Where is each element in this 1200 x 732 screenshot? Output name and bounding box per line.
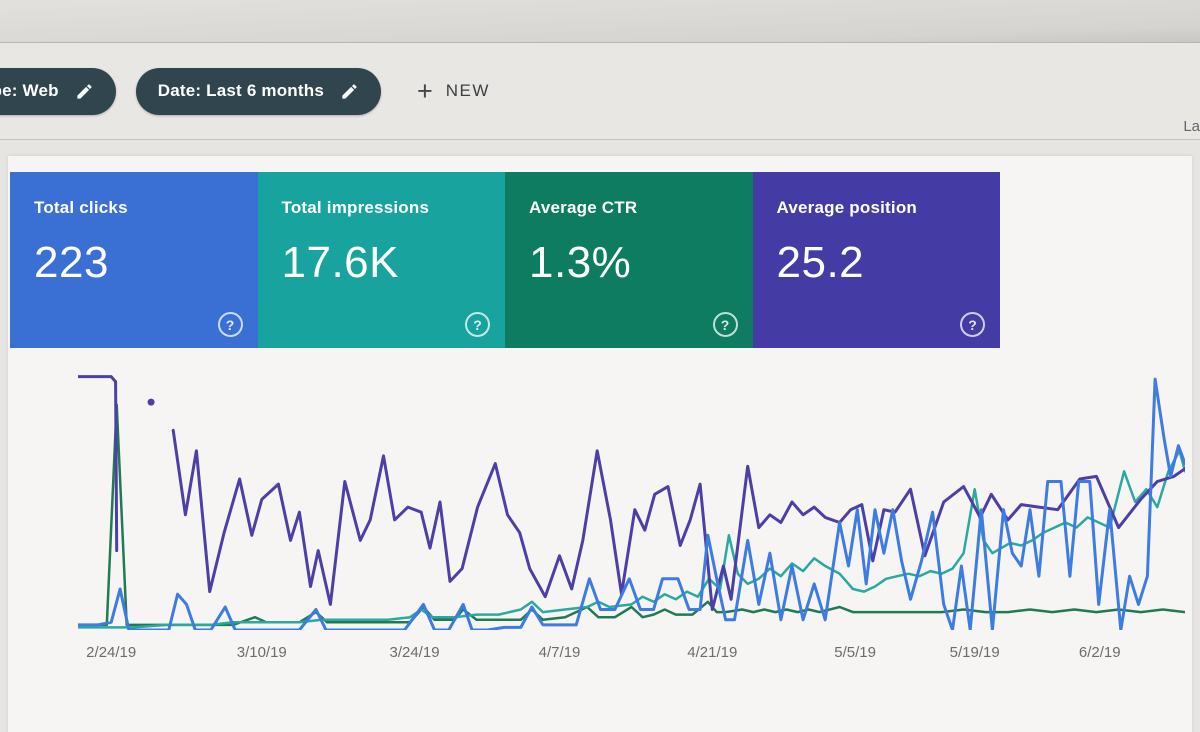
metric-card-average-position[interactable]: Average position 25.2 ? — [752, 172, 1000, 348]
metric-card-value: 1.3% — [529, 238, 632, 287]
help-glyph: ? — [968, 316, 977, 333]
metric-card-label: Average position — [776, 198, 917, 217]
metric-card-value: 25.2 — [776, 238, 865, 287]
x-tick-label: 3/24/19 — [389, 644, 440, 661]
filter-chip-date-label: Date: Last 6 months — [157, 81, 324, 100]
filter-chip-date[interactable]: Date: Last 6 months — [135, 67, 381, 115]
metric-card-total-clicks[interactable]: Total clicks 223 ? — [10, 172, 258, 348]
filter-bar: type: Web Date: Last 6 months + NEW La — [0, 43, 1200, 140]
filter-chip-search-type-label: type: Web — [0, 81, 59, 100]
metric-card-total-impressions[interactable]: Total impressions 17.6K ? — [257, 172, 505, 348]
help-glyph: ? — [225, 316, 235, 333]
performance-panel: Total clicks 223 ? Total impressions 17.… — [8, 156, 1192, 732]
x-tick-label: 4/7/19 — [538, 644, 581, 661]
chart-line-position — [171, 428, 1187, 611]
help-icon[interactable]: ? — [960, 312, 985, 337]
metric-card-label: Total clicks — [34, 198, 128, 217]
metric-card-value: 223 — [34, 238, 109, 287]
help-icon[interactable]: ? — [465, 312, 490, 337]
x-tick-label: 2/24/19 — [86, 644, 137, 661]
help-glyph: ? — [720, 316, 730, 333]
metric-card-average-ctr[interactable]: Average CTR 1.3% ? — [505, 172, 753, 348]
chart-line-ctr — [76, 403, 1187, 627]
metric-card-label: Average CTR — [529, 198, 638, 217]
filter-chip-search-type[interactable]: type: Web — [0, 67, 116, 115]
plus-icon: + — [417, 75, 433, 106]
x-tick-label: 5/5/19 — [834, 644, 876, 661]
x-tick-label: 6/2/19 — [1078, 644, 1121, 661]
window-top-band — [0, 0, 1200, 43]
new-filter-button[interactable]: + NEW — [417, 75, 490, 106]
metric-card-value: 17.6K — [281, 238, 399, 287]
performance-chart-canvas — [76, 375, 1187, 632]
new-filter-button-label: NEW — [445, 81, 490, 100]
metric-card-label: Total impressions — [281, 198, 430, 217]
chart-line-position — [76, 375, 119, 553]
pencil-icon[interactable] — [340, 82, 359, 101]
help-icon[interactable]: ? — [217, 312, 243, 337]
x-tick-label: 3/10/19 — [236, 644, 287, 661]
metric-cards-row: Total clicks 223 ? Total impressions 17.… — [10, 172, 1000, 348]
x-axis-labels: 2/24/19 3/10/19 3/24/19 4/7/19 4/21/19 5/5/19… — [78, 644, 1185, 666]
x-tick-label: 5/19/19 — [949, 644, 1000, 661]
top-right-clipped-text: La — [1183, 118, 1200, 135]
x-tick-label: 4/21/19 — [687, 644, 738, 661]
performance-chart — [76, 374, 1187, 632]
pencil-icon[interactable] — [75, 82, 94, 101]
help-glyph: ? — [473, 316, 482, 333]
help-icon[interactable]: ? — [712, 312, 738, 337]
chart-point-position — [147, 398, 155, 406]
